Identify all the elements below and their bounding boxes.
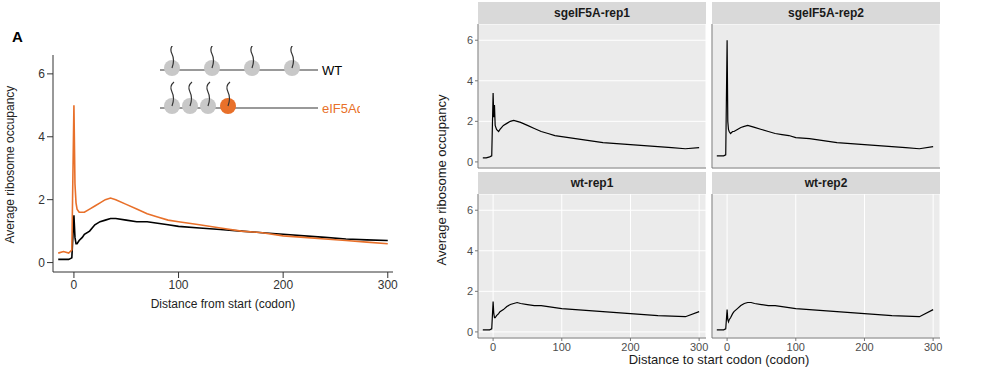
svg-text:4: 4 xyxy=(467,75,473,87)
html-text:Average ribosome occupancy: Average ribosome occupancy xyxy=(433,94,449,266)
svg-text:0: 0 xyxy=(38,256,45,270)
html-text:A: A xyxy=(12,28,23,45)
svg-text:0: 0 xyxy=(71,278,78,292)
svg-text:Distance from start (codon): Distance from start (codon) xyxy=(151,297,296,311)
svg-text:300: 300 xyxy=(924,341,942,353)
html-text:Distance to start codon (codon: Distance to start codon (codon) xyxy=(628,352,810,367)
svg-text:0: 0 xyxy=(467,156,473,168)
html-text:sgeIF5A-rep1: sgeIF5A-rep1 xyxy=(554,6,630,20)
svg-text:WT: WT xyxy=(322,63,342,78)
html-text:wt-rep2: wt-rep2 xyxy=(804,176,848,190)
svg-text:100: 100 xyxy=(169,278,189,292)
svg-text:4: 4 xyxy=(38,130,45,144)
svg-text:200: 200 xyxy=(855,341,873,353)
svg-text:4: 4 xyxy=(467,245,473,257)
svg-text:6: 6 xyxy=(467,34,473,46)
svg-text:6: 6 xyxy=(467,204,473,216)
svg-text:100: 100 xyxy=(787,341,805,353)
svg-text:0: 0 xyxy=(467,326,473,338)
svg-text:0: 0 xyxy=(724,341,730,353)
svg-text:2: 2 xyxy=(467,115,473,127)
svg-text:0: 0 xyxy=(490,341,496,353)
svg-text:200: 200 xyxy=(621,341,639,353)
svg-text:300: 300 xyxy=(690,341,708,353)
svg-text:2: 2 xyxy=(38,193,45,207)
svg-text:300: 300 xyxy=(378,278,398,292)
svg-text:2: 2 xyxy=(467,285,473,297)
svg-text:eIF5Ad: eIF5Ad xyxy=(322,101,360,116)
svg-text:100: 100 xyxy=(553,341,571,353)
svg-text:Average ribosome occupancy: Average ribosome occupancy xyxy=(8,86,17,244)
svg-text:200: 200 xyxy=(273,278,293,292)
svg-text:6: 6 xyxy=(38,67,45,81)
html-text:wt-rep1: wt-rep1 xyxy=(570,176,614,190)
html-text:sgeIF5A-rep2: sgeIF5A-rep2 xyxy=(788,6,864,20)
